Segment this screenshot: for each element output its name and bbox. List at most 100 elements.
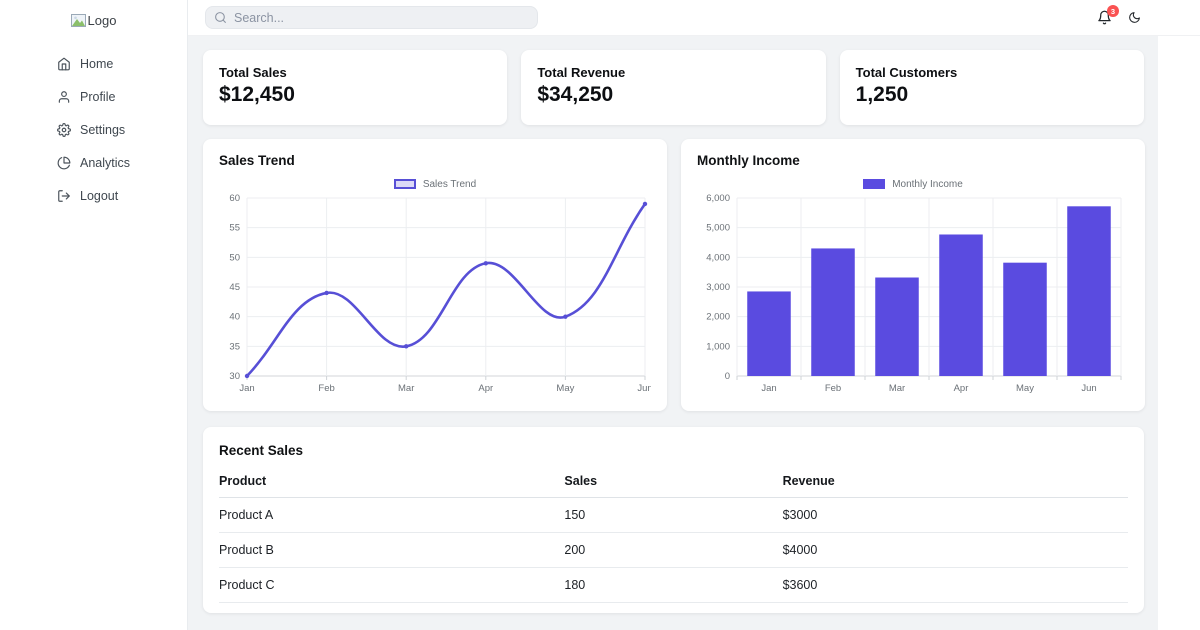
stat-label: Total Sales — [219, 65, 287, 80]
stat-value: $34,250 — [537, 83, 614, 106]
sales-trend-chart[interactable]: 30 35 40 45 50 55 60 Jan Feb Mar Apr May Jun — [219, 192, 652, 398]
svg-text:Mar: Mar — [889, 383, 905, 394]
legend-label: Monthly Income — [892, 178, 963, 190]
stat-label: Total Revenue — [537, 65, 626, 80]
table-row: Product C 180 $3600 — [219, 567, 1128, 603]
svg-text:6,000: 6,000 — [706, 193, 730, 204]
search-input[interactable] — [205, 6, 538, 29]
topbar: 3 — [188, 0, 1200, 36]
search-icon — [214, 11, 227, 24]
svg-text:Feb: Feb — [318, 383, 334, 394]
svg-text:55: 55 — [229, 223, 240, 234]
cell-revenue: $3600 — [782, 567, 1128, 603]
sidebar-item-settings[interactable]: Settings — [0, 113, 187, 146]
cell-sales: 200 — [564, 532, 783, 568]
svg-text:Feb: Feb — [825, 383, 841, 394]
stat-label: Total Customers — [855, 65, 958, 80]
sidebar-item-logout[interactable]: Logout — [0, 179, 187, 212]
monthly-income-card: Monthly Income Monthly Income 0 1,000 2,00… — [681, 139, 1145, 411]
notifications-button[interactable]: 3 — [1097, 5, 1119, 25]
cell-product: Product C — [219, 567, 565, 603]
search-box — [205, 6, 538, 29]
stat-card-total-revenue: Total Revenue $34,250 — [521, 50, 826, 125]
table-row: Product B 200 $4000 — [219, 532, 1128, 568]
broken-image-icon — [70, 13, 86, 27]
chart-title: Monthly Income — [697, 153, 800, 168]
svg-text:Apr: Apr — [954, 383, 969, 394]
moon-icon — [1128, 11, 1141, 24]
svg-text:4,000: 4,000 — [706, 252, 730, 263]
cell-sales: 180 — [564, 567, 783, 603]
logout-icon — [57, 189, 71, 203]
svg-text:Jan: Jan — [239, 383, 254, 394]
svg-text:30: 30 — [229, 371, 240, 382]
user-icon — [57, 90, 71, 104]
svg-text:50: 50 — [229, 252, 240, 263]
stats-row: Total Sales $12,450 Total Revenue $34,25… — [203, 50, 1144, 125]
cell-product: Product B — [219, 532, 565, 568]
monthly-income-chart[interactable]: 0 1,000 2,000 3,000 4,000 5,000 6,000 Jan Feb Mar… — [697, 192, 1129, 398]
svg-text:2,000: 2,000 — [706, 312, 730, 323]
logo-text: Logo — [87, 12, 117, 28]
svg-text:35: 35 — [229, 341, 240, 352]
legend-label: Sales Trend — [422, 178, 477, 190]
sales-trend-legend-swatch — [393, 179, 416, 189]
svg-text:Mar: Mar — [398, 383, 414, 394]
monthly-income-legend: Monthly Income — [697, 178, 1129, 190]
cell-product: Product A — [219, 497, 565, 533]
sidebar-item-label: Settings — [80, 122, 126, 137]
stat-card-total-customers: Total Customers 1,250 — [839, 50, 1144, 125]
table-title: Recent Sales — [219, 443, 304, 458]
home-icon — [57, 57, 71, 71]
sidebar-item-label: Analytics — [80, 155, 131, 170]
content-area: Total Sales $12,450 Total Revenue $34,25… — [188, 36, 1158, 630]
svg-text:45: 45 — [229, 282, 240, 293]
svg-text:5,000: 5,000 — [706, 223, 730, 234]
stat-card-total-sales: Total Sales $12,450 — [203, 50, 508, 125]
svg-text:May: May — [556, 383, 574, 394]
recent-sales-table: Product Sales Revenue Product A 150 $300… — [219, 468, 1128, 603]
sidebar-nav: Home Profile Settings Analytics — [0, 47, 187, 212]
table-row: Product A 150 $3000 — [219, 497, 1128, 533]
svg-text:3,000: 3,000 — [706, 282, 730, 293]
sidebar-item-label: Profile — [80, 89, 116, 104]
stat-value: 1,250 — [855, 83, 909, 106]
svg-text:1,000: 1,000 — [706, 341, 730, 352]
recent-sales-card: Recent Sales Product Sales Revenue Produ… — [203, 427, 1144, 613]
bell-icon — [1097, 10, 1112, 25]
svg-text:Jun: Jun — [637, 383, 651, 394]
pie-chart-icon — [57, 156, 71, 170]
monthly-income-legend-swatch — [863, 179, 886, 189]
cell-revenue: $4000 — [782, 532, 1128, 568]
sales-trend-card: Sales Trend Sales Trend 30 35 40 45 50 55 60 Ja… — [203, 139, 667, 411]
sidebar-item-label: Logout — [80, 188, 119, 203]
svg-text:Jan: Jan — [761, 383, 776, 394]
sidebar-item-label: Home — [80, 56, 114, 71]
svg-text:May: May — [1016, 383, 1034, 394]
sidebar-item-analytics[interactable]: Analytics — [0, 146, 187, 179]
charts-row: Sales Trend Sales Trend 30 35 40 45 50 55 60 Ja… — [203, 139, 1145, 411]
svg-text:60: 60 — [229, 193, 240, 204]
column-header-revenue: Revenue — [782, 468, 1128, 498]
sales-trend-legend: Sales Trend — [219, 178, 651, 190]
svg-text:0: 0 — [725, 371, 730, 382]
chart-title: Sales Trend — [219, 153, 295, 168]
dark-mode-toggle[interactable] — [1128, 11, 1141, 24]
svg-text:Apr: Apr — [478, 383, 493, 394]
svg-text:40: 40 — [229, 312, 240, 323]
svg-text:Jun: Jun — [1081, 383, 1096, 394]
cell-revenue: $3000 — [782, 497, 1128, 533]
logo: Logo — [0, 9, 187, 31]
table-header-row: Product Sales Revenue — [219, 468, 1128, 498]
stat-value: $12,450 — [219, 83, 295, 106]
topbar-actions: 3 — [1097, 5, 1141, 25]
gear-icon — [57, 122, 71, 137]
column-header-product: Product — [219, 468, 565, 498]
sidebar-item-profile[interactable]: Profile — [0, 80, 187, 113]
sidebar-item-home[interactable]: Home — [0, 47, 187, 80]
notification-badge: 3 — [1107, 5, 1119, 17]
sidebar: Logo Home Profile Settings — [0, 0, 188, 630]
column-header-sales: Sales — [564, 468, 783, 498]
cell-sales: 150 — [564, 497, 783, 533]
